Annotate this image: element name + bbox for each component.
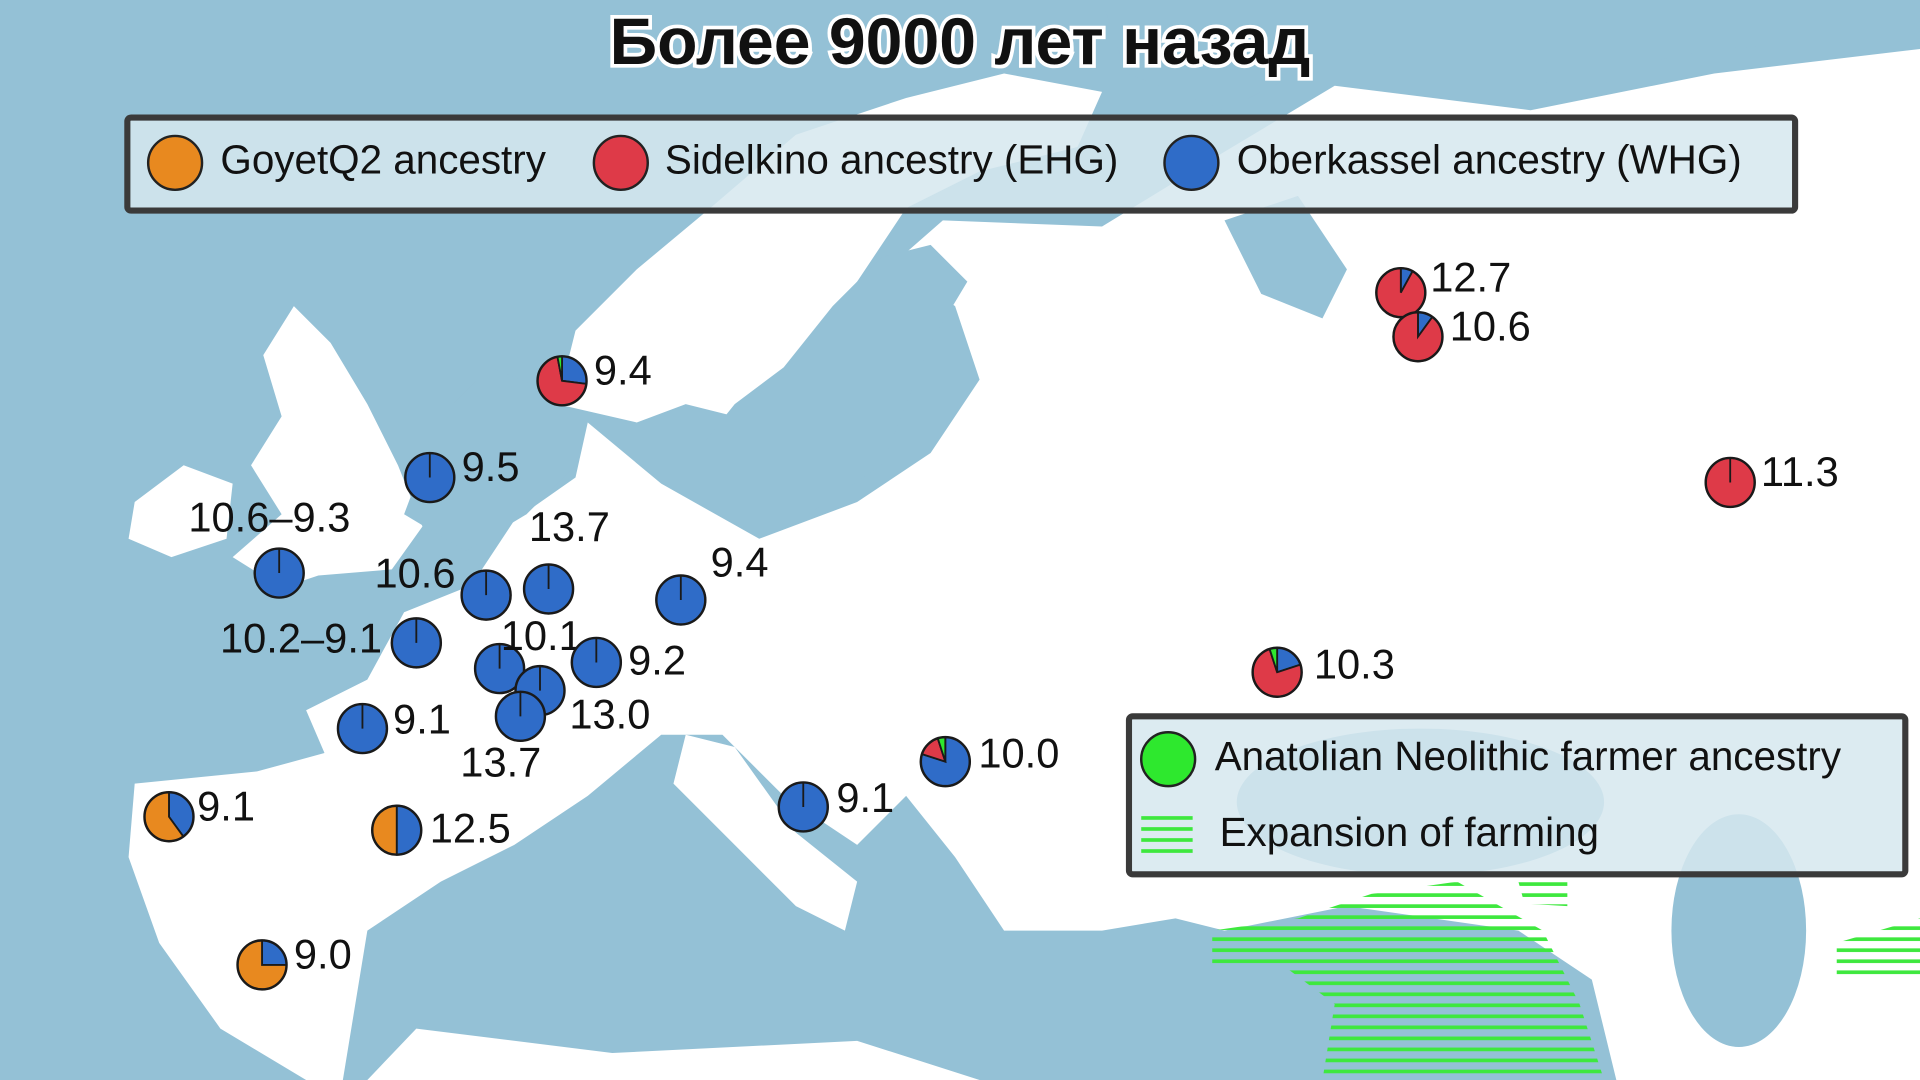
pie-outline [371,804,423,856]
site-age-label: 10.6 [1450,302,1531,349]
site-age-label: 9.5 [462,443,520,490]
pie-outline [143,791,195,843]
pie-outline [777,781,829,833]
site-age-label: 9.1 [393,695,451,742]
site-age-label: 10.3 [1314,640,1395,687]
north-sea [404,367,576,552]
italy [673,734,858,931]
pie-outline [536,355,588,407]
site-age-label: 12.7 [1430,253,1511,300]
pie-outline [494,690,547,743]
pie-outline [1251,646,1303,698]
white-sea [1224,195,1347,319]
legend-swatch [146,134,204,192]
site-age-label: 10.6 [374,550,455,597]
title: Более 9000 лет назад [610,5,1311,79]
pie-outline [1375,266,1427,319]
site-age-label: 13.7 [460,738,541,785]
site-age-label: 9.4 [711,539,769,586]
site-age-label: 10.1 [501,612,582,659]
site-age-label: 9.2 [628,637,686,684]
ireland [128,465,233,558]
pie-outline [1392,311,1444,363]
north-africa [367,1028,980,1080]
site-age-label: 13.7 [529,503,610,550]
pie-outline [236,939,288,991]
great-britain [232,306,423,588]
legend-swatch [592,134,649,192]
site-age-label: 9.0 [294,931,352,978]
site-age-label: 10.6–9.3 [188,493,350,540]
pie-outline [570,636,623,689]
site-age-label: 10.2–9.1 [220,615,382,662]
legend-label: Anatolian Neolithic farmer ancestry [1215,733,1842,779]
legend-swatch [1140,731,1197,788]
arctic-sea [1102,0,1920,111]
pie-outline [404,451,456,504]
legend-box [124,114,1799,214]
pie-outline [919,735,972,788]
pie-outline [336,702,389,755]
farming-area [1212,881,1920,1080]
pie-outline [460,569,512,621]
pie-outline [655,574,707,626]
farming-legend-swatch [1141,815,1193,860]
site-age-label: 11.3 [1761,448,1839,495]
baltic-sea [685,244,968,515]
pie-outline [253,547,305,599]
site-age-label: 9.1 [836,774,894,821]
legend-label: Expansion of farming [1220,809,1599,855]
legend-label: GoyetQ2 ancestry [220,137,546,183]
legend-label: Sidelkino ancestry (EHG) [665,137,1118,183]
pie-outline [390,617,443,669]
pie-outline [473,642,526,695]
site-age-label: 12.5 [430,804,511,851]
site-age-label: 10.0 [978,730,1059,777]
mediterranean [342,734,1617,1080]
site-age-label: 13.0 [569,691,650,738]
site-age-label: 9.1 [197,782,255,829]
site-age-label: 9.4 [594,346,652,393]
legend-box-farming [1125,713,1909,878]
legend-swatch [1163,134,1220,192]
pie-outline [522,563,575,615]
pie-outline [1704,456,1756,509]
legend-label: Oberkassel ancestry (WHG) [1237,137,1742,183]
